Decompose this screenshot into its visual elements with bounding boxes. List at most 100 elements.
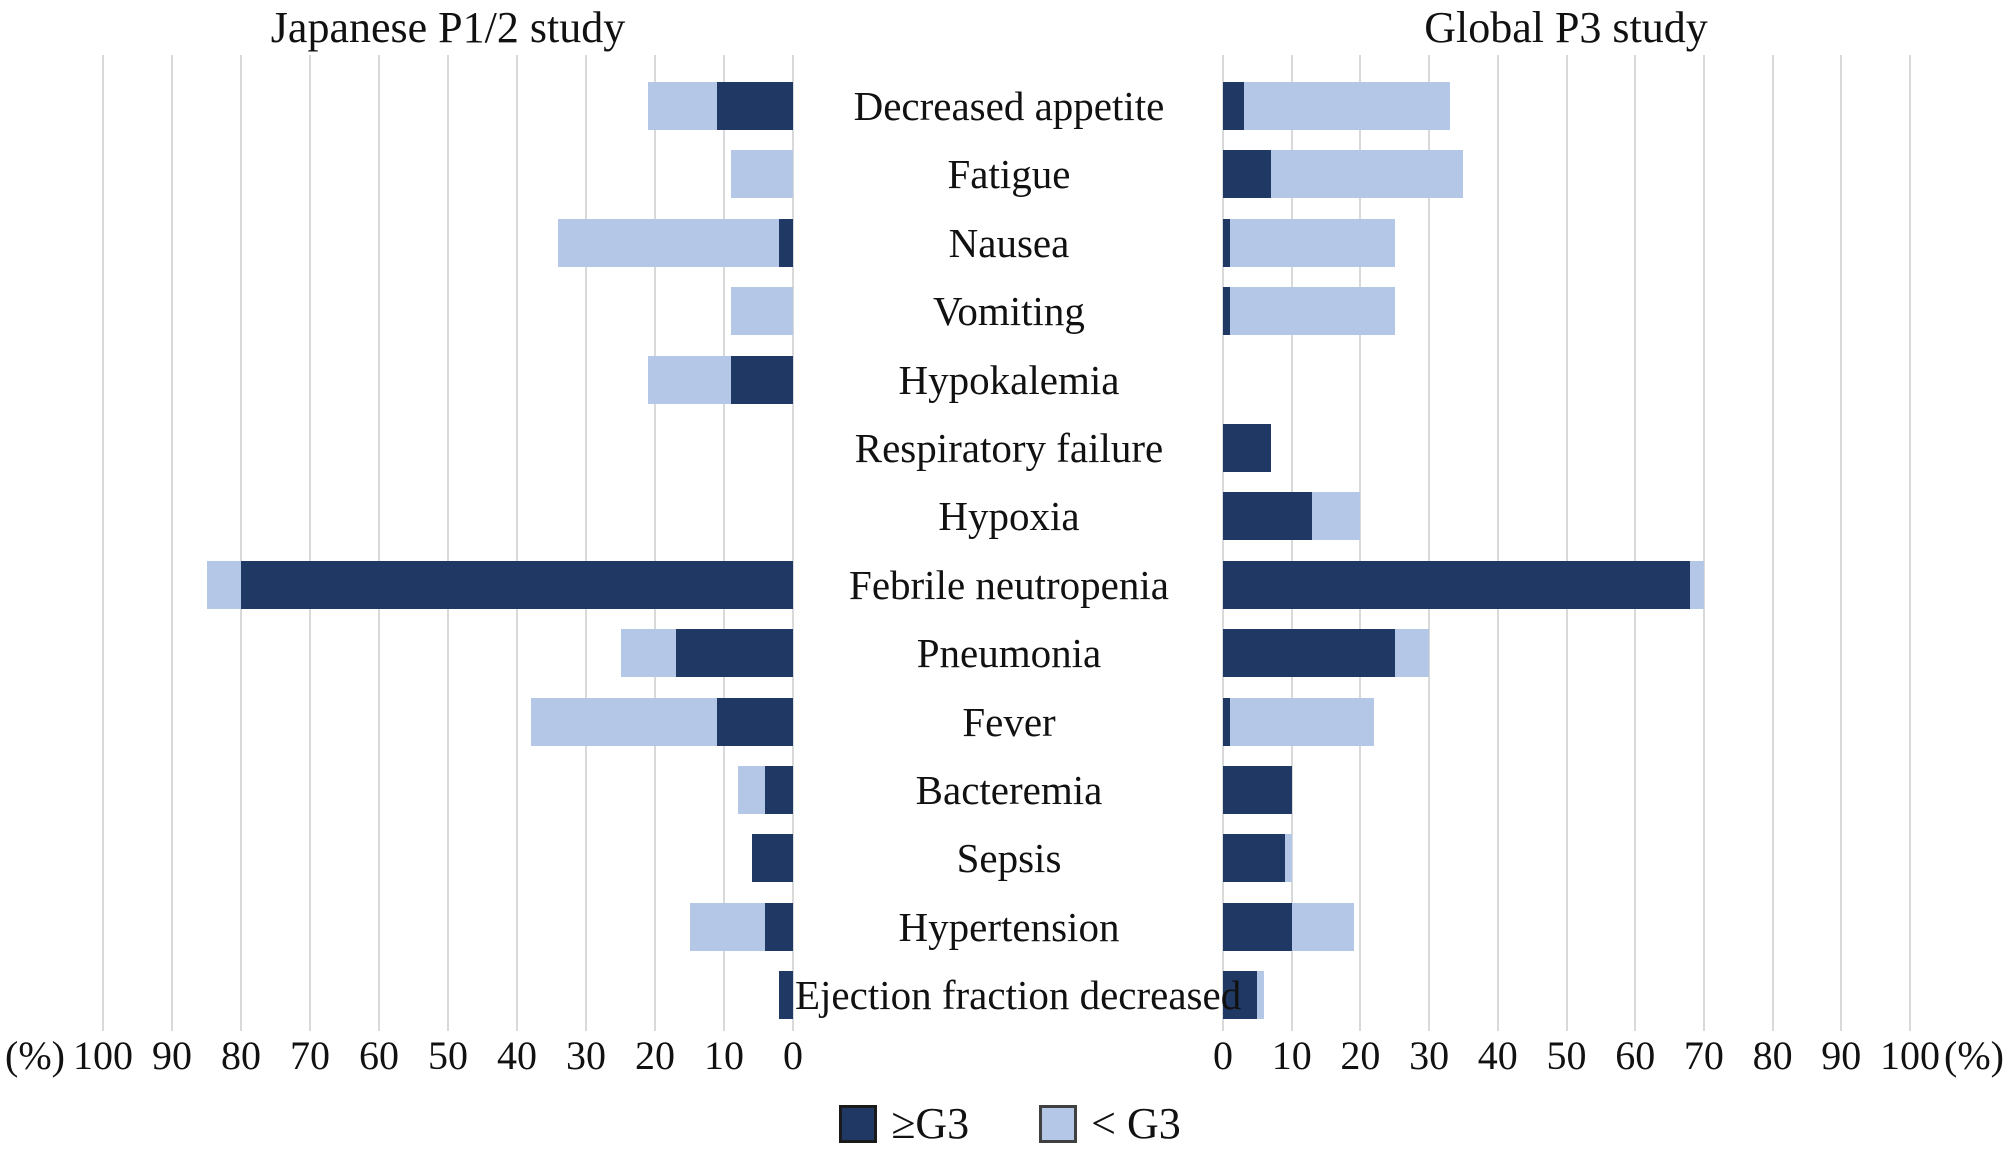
axis-tick-left-80 [240,1021,242,1031]
left-panel-title: Japanese P1/2 study [270,3,626,52]
bar-ge-g3-right-4 [1223,287,1230,336]
bar-ge-g3-right-1 [1223,82,1244,130]
bar-lt-g3-right-1 [1243,82,1450,130]
bar-lt-g3-left-4 [730,287,793,336]
legend-label-ge-g3: ≥G3 [891,1099,970,1148]
gridline-right-20 [1359,55,1362,1021]
axis-tick-left-100 [102,1021,104,1031]
legend-item-ge-g3: ≥G3 [839,1098,969,1149]
bar-lt-g3-right-7 [1312,492,1361,541]
axis-tick-right-60 [1634,1021,1637,1031]
bar-ge-g3-left-10 [717,697,793,746]
axis-tick-label-right-90: 90 [1821,1033,1862,1078]
gridline-left-10 [723,55,725,1021]
bar-lt-g3-right-14 [1257,971,1265,1020]
axis-tick-label-left-60: 60 [359,1033,399,1078]
axis-tick-left-50 [447,1021,449,1031]
axis-tick-label-left-80: 80 [221,1033,261,1078]
category-label-4: Vomiting [933,288,1085,335]
axis-tick-right-90 [1840,1021,1843,1031]
axis-tick-right-80 [1771,1021,1774,1031]
gridline-left-0 [792,55,794,1021]
legend-label-lt-g3: < G3 [1091,1099,1181,1148]
bar-ge-g3-left-5 [730,355,793,404]
bar-ge-g3-left-13 [765,902,793,951]
bar-ge-g3-left-14 [779,971,793,1020]
bar-lt-g3-right-9 [1394,629,1430,678]
bar-lt-g3-right-4 [1229,287,1395,336]
gridline-right-90 [1840,55,1843,1021]
legend-swatch-ge-g3-icon [839,1104,878,1143]
bar-lt-g3-left-9 [620,629,676,678]
axis-tick-label-right-40: 40 [1477,1033,1518,1078]
gridline-right-80 [1771,55,1774,1021]
gridline-left-40 [516,55,518,1021]
category-label-13: Hypertension [898,903,1120,950]
bar-ge-g3-right-12 [1223,834,1285,883]
bar-ge-g3-right-14 [1223,971,1258,1020]
axis-tick-right-40 [1496,1021,1499,1031]
axis-tick-left-10 [723,1021,725,1031]
axis-tick-left-0 [792,1021,794,1031]
axis-tick-left-30 [585,1021,587,1031]
bar-lt-g3-left-1 [648,82,718,130]
bar-ge-g3-right-8 [1223,560,1691,609]
gridline-left-70 [309,55,311,1021]
category-label-14: Ejection fraction decreased [795,972,1242,1019]
gridline-left-100 [102,55,104,1021]
axis-tick-label-right-70: 70 [1683,1033,1724,1078]
axis-tick-label-right-50: 50 [1546,1033,1587,1078]
bar-lt-g3-left-8 [206,560,241,609]
bar-lt-g3-right-13 [1291,902,1354,951]
bar-ge-g3-left-8 [241,560,793,609]
gridline-right-50 [1565,55,1568,1021]
category-label-10: Fever [962,698,1056,745]
axis-tick-label-right-80: 80 [1752,1033,1793,1078]
axis-tick-label-right-60: 60 [1615,1033,1656,1078]
right-panel-title: Global P3 study [1424,3,1708,52]
gridline-left-90 [171,55,173,1021]
category-label-9: Pneumonia [916,630,1102,677]
bar-lt-g3-right-3 [1229,218,1395,267]
axis-tick-right-100 [1909,1021,1911,1031]
gridline-left-20 [654,55,656,1021]
bar-ge-g3-left-12 [751,834,793,883]
category-label-11: Bacteremia [915,767,1103,813]
gridline-right-60 [1634,55,1637,1021]
gridline-left-50 [447,55,449,1021]
bar-lt-g3-left-11 [737,766,766,814]
bar-lt-g3-left-5 [648,355,731,404]
gridline-right-40 [1496,55,1499,1021]
category-label-5: Hypokalemia [898,356,1120,403]
bar-lt-g3-right-2 [1271,150,1464,199]
bar-ge-g3-right-2 [1223,150,1272,199]
category-label-1: Decreased appetite [853,83,1165,129]
bar-lt-g3-left-13 [689,902,766,951]
legend-swatch-lt-g3-icon [1039,1104,1078,1143]
axis-tick-label-left-50: 50 [428,1033,468,1078]
axis-tick-right-20 [1359,1021,1362,1031]
bar-lt-g3-right-10 [1229,697,1375,746]
axis-tick-label-left-70: 70 [290,1033,330,1078]
gridline-left-60 [378,55,380,1021]
axis-tick-left-70 [309,1021,311,1031]
axis-tick-label-left-40: 40 [497,1033,537,1078]
category-label-2: Fatigue [947,151,1071,198]
axis-tick-label-left-90: 90 [152,1033,192,1078]
bar-ge-g3-left-9 [675,629,793,678]
axis-tick-right-50 [1565,1021,1568,1031]
axis-tick-right-10 [1290,1021,1293,1031]
gridline-left-30 [585,55,587,1021]
bar-ge-g3-left-1 [717,82,793,130]
axis-tick-label-left-10: 10 [704,1033,744,1078]
axis-tick-label-left-100: 100 [73,1033,133,1078]
axis-tick-left-60 [378,1021,380,1031]
bar-lt-g3-left-10 [530,697,718,746]
category-label-3: Nausea [948,219,1070,266]
bar-ge-g3-right-3 [1223,218,1230,267]
axis-tick-label-left-30: 30 [566,1033,606,1078]
legend: ≥G3 < G3 [700,1098,1320,1149]
gridline-left-80 [240,55,242,1021]
axis-tick-left-20 [654,1021,656,1031]
bar-ge-g3-left-3 [779,218,793,267]
